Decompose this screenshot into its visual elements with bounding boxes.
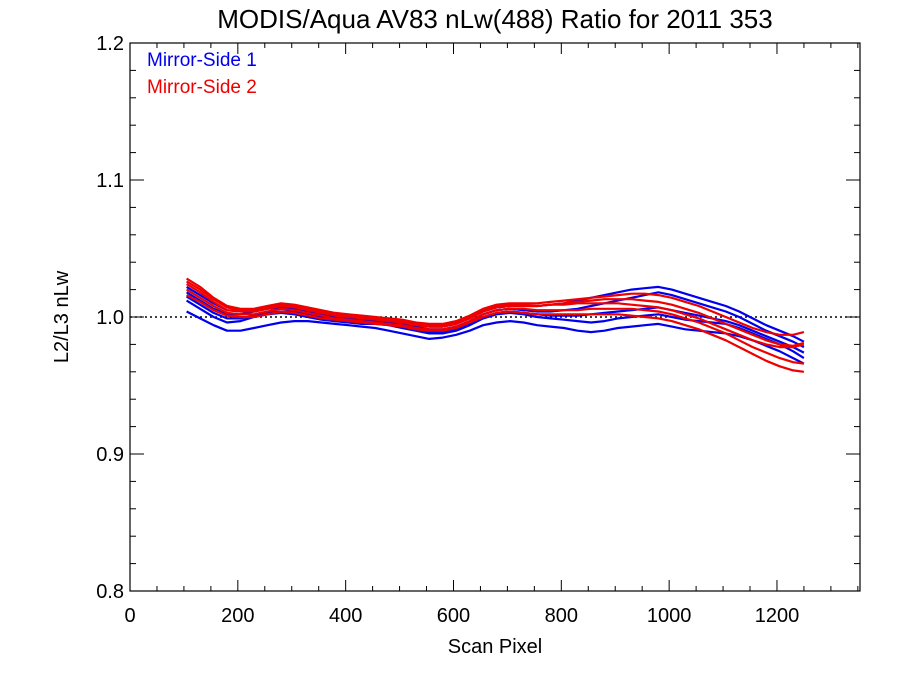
x-tick-label: 800 [545, 605, 578, 627]
y-tick-label: 1.1 [96, 170, 124, 192]
x-axis-label: Scan Pixel [448, 636, 543, 658]
x-tick-label: 1000 [647, 605, 692, 627]
series-2 [186, 277, 805, 373]
x-tick-label: 400 [329, 605, 362, 627]
series-line [186, 288, 805, 365]
chart-title: MODIS/Aqua AV83 nLw(488) Ratio for 2011 … [217, 4, 772, 34]
legend-entry-mirror-side-2: Mirror-Side 2 [147, 77, 257, 98]
legend-entry-mirror-side-1: Mirror-Side 1 [147, 50, 257, 71]
y-tick-label: 1.0 [96, 307, 124, 329]
x-tick-label: 0 [124, 605, 135, 627]
y-tick-label: 0.8 [96, 581, 124, 603]
axis-ticks [129, 42, 860, 592]
series-line [186, 299, 805, 360]
series-1 [186, 285, 805, 365]
x-tick-label: 600 [437, 605, 470, 627]
y-tick-label: 1.2 [96, 33, 124, 55]
x-tick-label: 200 [221, 605, 254, 627]
x-tick-label: 1200 [755, 605, 800, 627]
series-layer [186, 277, 805, 373]
series-line [186, 283, 805, 347]
y-axis-label: L2/L3 nLw [51, 270, 73, 363]
series-line [186, 294, 805, 373]
tick-labels: 0 200 400 600 800 1000 1200 0.8 0.9 1.0 1.1 1.2 [96, 33, 799, 627]
y-tick-label: 0.9 [96, 444, 124, 466]
series-line [186, 277, 805, 336]
series-line [186, 280, 805, 349]
